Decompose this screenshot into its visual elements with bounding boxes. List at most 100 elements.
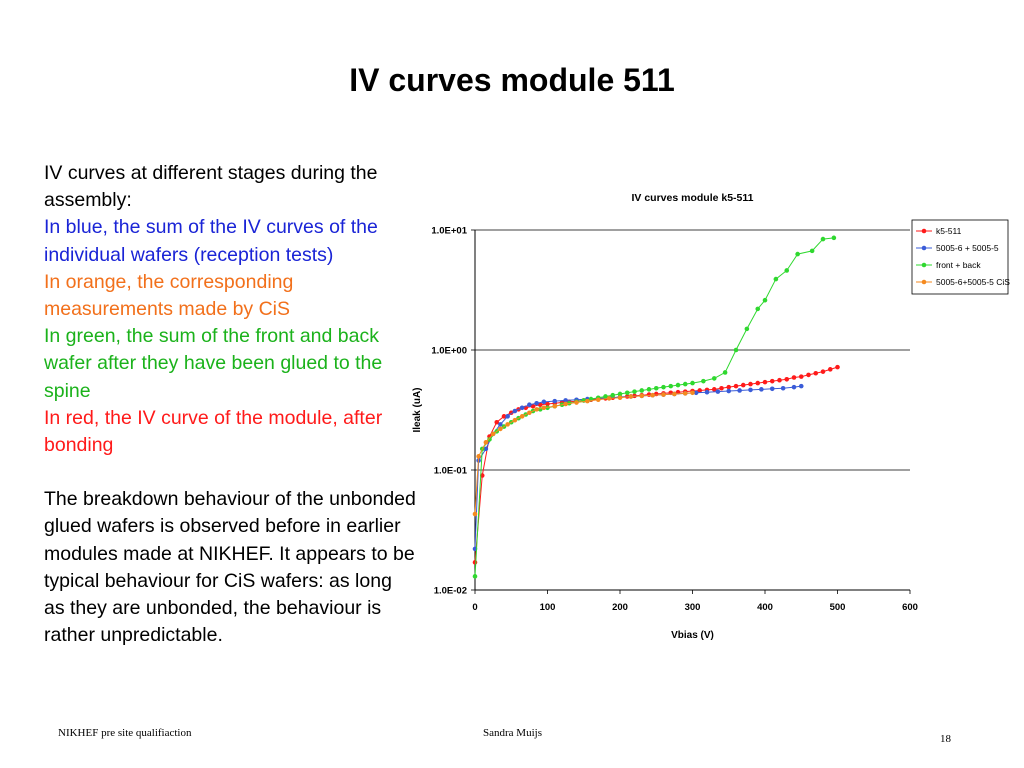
y-axis-label: Ileak (uA) — [412, 387, 423, 432]
data-point — [831, 235, 837, 241]
data-point — [809, 248, 815, 254]
x-tick-label: 500 — [830, 602, 846, 613]
data-point — [646, 387, 652, 392]
data-point — [508, 410, 514, 416]
data-point — [519, 405, 525, 411]
data-point — [773, 276, 779, 282]
legend-label: 5005-6 + 5005-5 — [936, 243, 999, 253]
iv-chart-svg: IV curves module k5-511 1.0E-02 1.0E-01 1.0… — [412, 192, 1010, 641]
data-point — [661, 384, 666, 390]
legend-label: k5-511 — [936, 226, 962, 236]
data-point — [820, 236, 826, 242]
data-point — [650, 392, 655, 398]
data-point — [624, 390, 630, 396]
legend-label: front + back — [936, 260, 981, 270]
data-point — [697, 388, 703, 393]
data-point — [769, 386, 775, 392]
data-point — [563, 401, 568, 407]
data-point — [476, 454, 481, 459]
data-point — [483, 440, 489, 445]
data-point — [494, 419, 500, 425]
y-tick-label: 1.0E-01 — [434, 466, 468, 477]
data-point — [777, 377, 782, 383]
slide-body-text: IV curves at different stages during the… — [44, 160, 416, 649]
data-point — [759, 387, 764, 392]
data-point — [603, 394, 608, 399]
breakdown-explanation: The breakdown behaviour of the unbonded … — [44, 488, 416, 647]
data-point — [769, 378, 775, 384]
data-point — [701, 378, 706, 384]
data-point — [704, 389, 710, 395]
data-point — [813, 370, 819, 376]
y-tick-label: 1.0E+01 — [431, 226, 467, 237]
data-point — [617, 395, 623, 401]
data-point — [791, 375, 797, 380]
legend-label: 5005-6+5005-5 CiS — [936, 277, 1010, 287]
data-point — [585, 398, 590, 404]
data-point — [639, 388, 645, 393]
data-point — [668, 383, 674, 389]
data-point — [519, 414, 525, 419]
data-point — [726, 388, 732, 394]
data-point — [733, 383, 739, 389]
data-point — [628, 394, 634, 399]
x-tick-label: 200 — [612, 602, 628, 613]
data-point — [748, 387, 753, 393]
data-point — [530, 403, 536, 409]
data-point — [762, 379, 768, 385]
data-point — [527, 402, 532, 408]
data-point — [472, 511, 478, 517]
data-point — [722, 370, 728, 375]
y-tick-label: 1.0E-02 — [434, 586, 467, 597]
red-curve-description: In red, the IV curve of the module, afte… — [44, 406, 383, 457]
data-point — [737, 388, 742, 393]
data-point — [820, 369, 826, 374]
x-axis-label: Vbias (V) — [671, 630, 714, 641]
data-point — [498, 422, 503, 427]
data-point — [690, 390, 695, 396]
data-point — [835, 364, 840, 370]
data-point — [483, 446, 489, 452]
page-number: 18 — [940, 733, 951, 745]
x-tick-label: 100 — [540, 602, 556, 613]
data-point — [632, 389, 637, 394]
data-point — [798, 374, 804, 379]
iv-chart: IV curves module k5-511 1.0E-02 1.0E-01 1.0… — [400, 185, 1020, 655]
data-point — [505, 422, 510, 427]
y-tick-label: 1.0E+00 — [431, 346, 467, 357]
legend-marker — [921, 279, 927, 285]
footer-left: NIKHEF pre site qualifiaction — [58, 727, 192, 739]
data-point — [719, 385, 724, 391]
data-point — [639, 393, 645, 399]
data-point — [552, 398, 558, 404]
data-point — [715, 389, 721, 394]
data-point — [595, 397, 601, 403]
data-point — [472, 574, 478, 579]
data-point — [726, 384, 732, 390]
data-point — [498, 426, 503, 432]
data-point — [806, 372, 811, 378]
footer-author: Sandra Muijs — [483, 727, 542, 739]
data-point — [541, 405, 547, 411]
data-point — [653, 385, 659, 391]
data-point — [784, 268, 790, 273]
data-point — [534, 407, 539, 412]
data-point — [784, 376, 790, 382]
data-point — [733, 347, 739, 353]
data-point — [755, 380, 761, 386]
chart-title: IV curves module k5-511 — [632, 192, 754, 204]
data-point — [472, 560, 478, 565]
data-point — [791, 384, 797, 390]
data-point — [487, 437, 492, 442]
data-point — [744, 326, 750, 332]
x-tick-label: 0 — [472, 602, 477, 613]
data-point — [827, 367, 833, 372]
data-point — [574, 400, 579, 405]
x-tick-label: 400 — [757, 602, 773, 613]
data-point — [661, 392, 666, 397]
paragraph-spacer — [44, 459, 416, 486]
x-tick-label: 300 — [685, 602, 701, 613]
data-point — [512, 417, 518, 423]
legend-marker — [921, 245, 927, 251]
data-point — [795, 251, 800, 257]
